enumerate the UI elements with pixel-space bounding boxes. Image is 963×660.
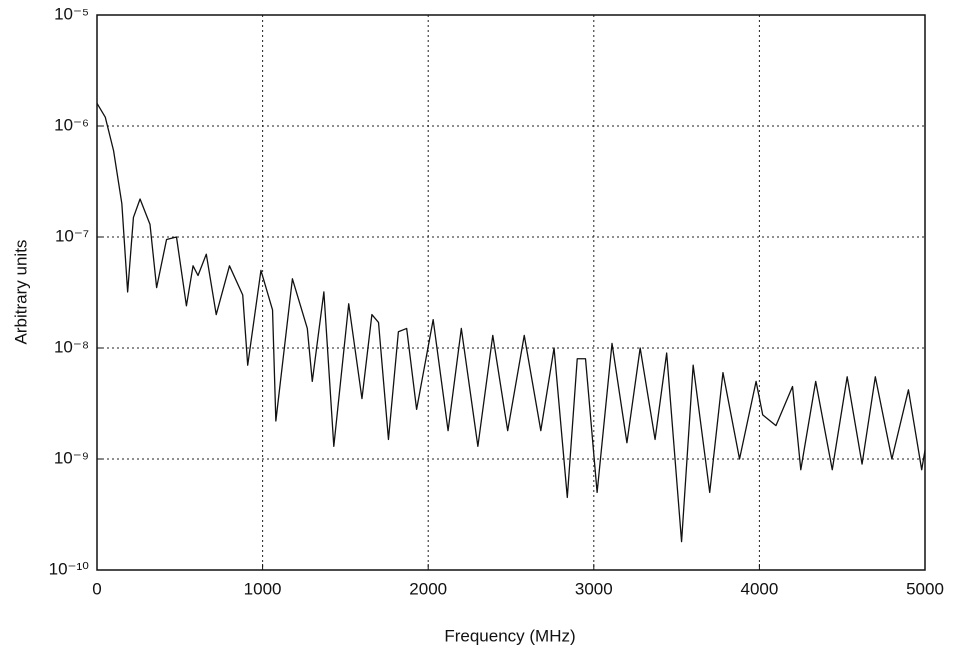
y-axis-label: Arbitrary units: [11, 240, 30, 345]
x-tick-label: 1000: [244, 579, 282, 598]
x-tick-label: 4000: [740, 579, 778, 598]
x-tick-label: 5000: [906, 579, 944, 598]
y-tick-label: 10⁻⁶: [54, 115, 89, 134]
data-line: [96, 103, 926, 543]
x-tick-label: 3000: [575, 579, 613, 598]
plot-frame: [96, 14, 926, 571]
y-tick-label: 10⁻¹⁰: [49, 559, 90, 578]
x-axis-label: Frequency (MHz): [444, 626, 575, 645]
x-tick-label: 0: [92, 579, 101, 598]
x-tick-label: 2000: [409, 579, 447, 598]
y-tick-label: 10⁻⁵: [54, 4, 89, 23]
y-tick-label: 10⁻⁹: [54, 448, 89, 467]
y-tick-label: 10⁻⁷: [55, 226, 89, 245]
y-tick-label: 10⁻⁸: [54, 337, 89, 356]
